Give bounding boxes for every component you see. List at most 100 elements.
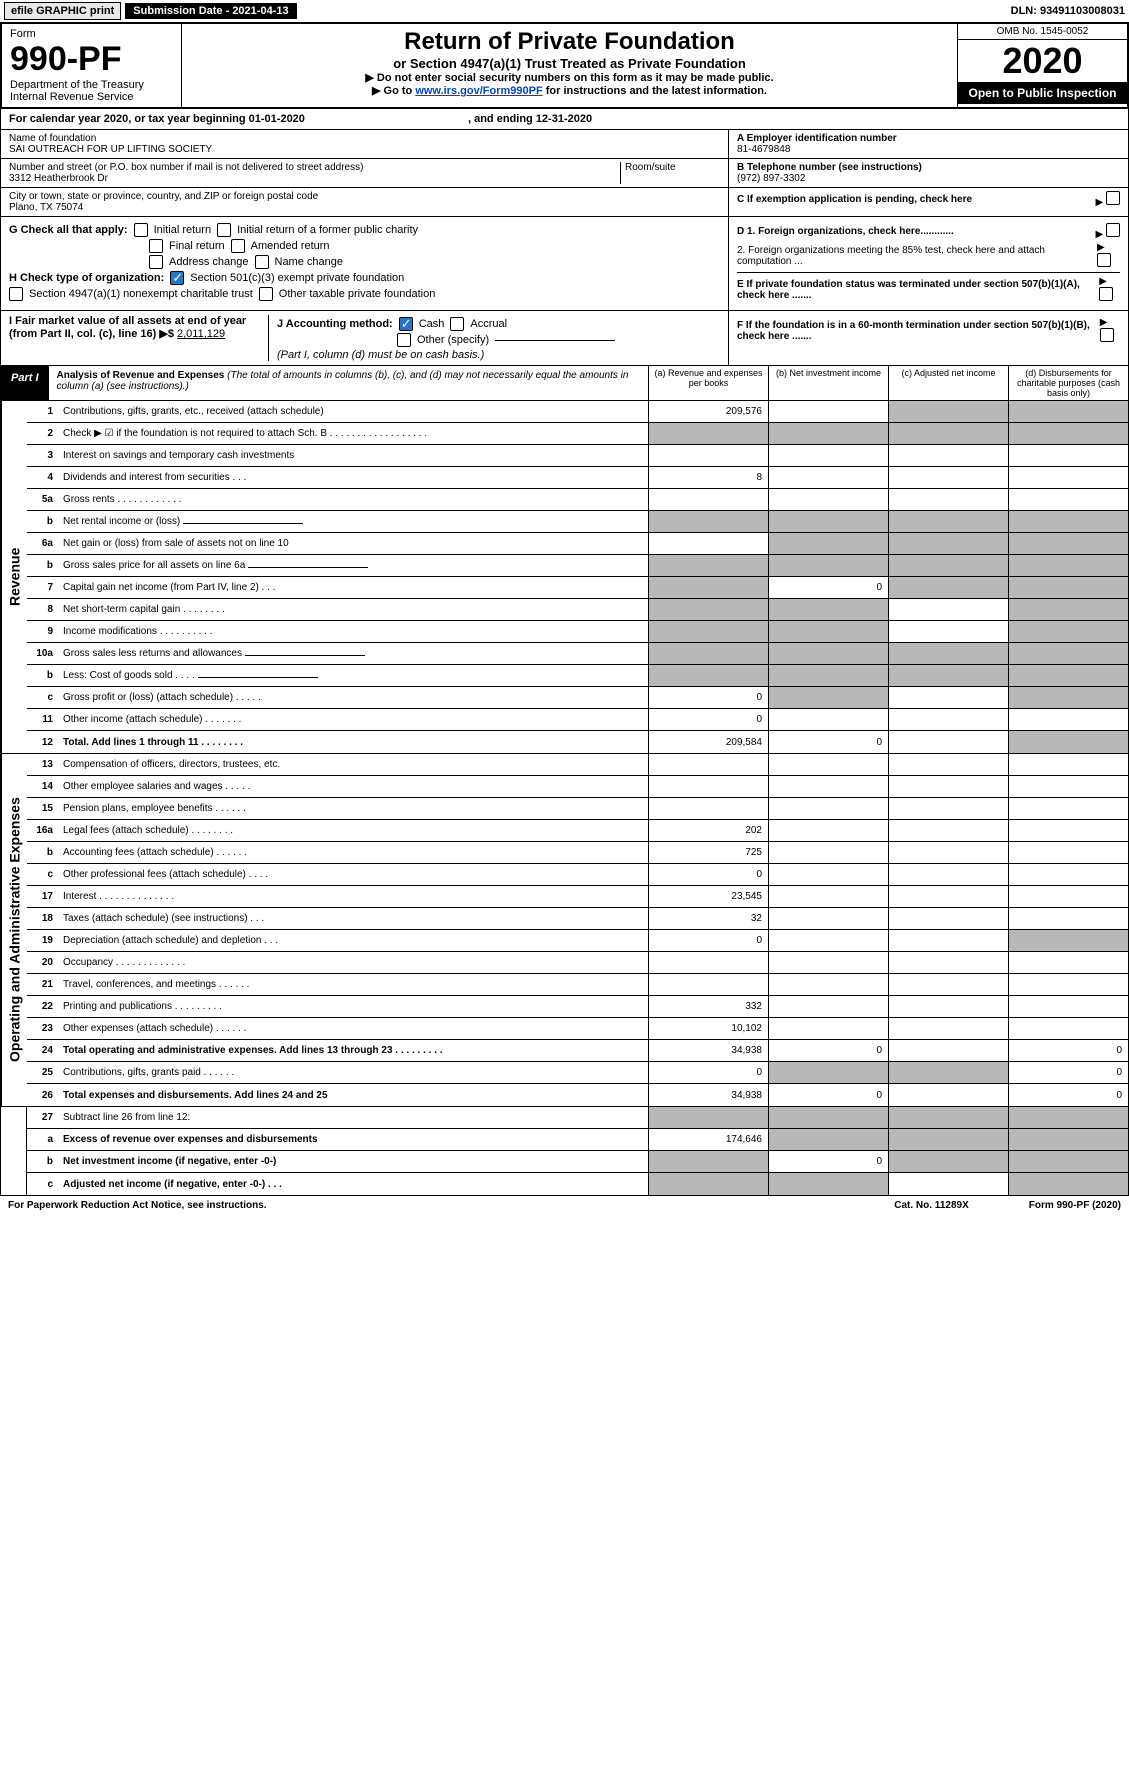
table-cell: 32 xyxy=(648,908,768,929)
4947a1-checkbox[interactable] xyxy=(9,287,23,301)
table-cell xyxy=(768,754,888,775)
table-row: 8Net short-term capital gain . . . . . .… xyxy=(27,599,1128,621)
table-cell: 202 xyxy=(648,820,768,841)
j-note: (Part I, column (d) must be on cash basi… xyxy=(277,349,720,361)
table-cell xyxy=(1008,1018,1128,1039)
table-cell xyxy=(1008,687,1128,708)
table-row: 21Travel, conferences, and meetings . . … xyxy=(27,974,1128,996)
row-number: b xyxy=(27,1156,59,1167)
row-description: Taxes (attach schedule) (see instruction… xyxy=(59,911,648,926)
table-row: 26Total expenses and disbursements. Add … xyxy=(27,1084,1128,1106)
table-row: 24Total operating and administrative exp… xyxy=(27,1040,1128,1062)
table-row: 20Occupancy . . . . . . . . . . . . . xyxy=(27,952,1128,974)
table-cell xyxy=(768,467,888,488)
table-row: 14Other employee salaries and wages . . … xyxy=(27,776,1128,798)
table-cell xyxy=(888,577,1008,598)
table-cell xyxy=(768,996,888,1017)
form-label: Form xyxy=(10,28,173,40)
row-number: 25 xyxy=(27,1067,59,1078)
table-cell xyxy=(888,599,1008,620)
form-note-1: ▶ Do not enter social security numbers o… xyxy=(186,71,953,84)
table-cell: 10,102 xyxy=(648,1018,768,1039)
address-change-checkbox[interactable] xyxy=(149,255,163,269)
table-row: cAdjusted net income (if negative, enter… xyxy=(27,1173,1128,1195)
table-cell xyxy=(648,1151,768,1172)
row-description: Depreciation (attach schedule) and deple… xyxy=(59,933,648,948)
row-number: 10a xyxy=(27,648,59,659)
omb-number: OMB No. 1545-0052 xyxy=(958,24,1127,40)
table-cell: 34,938 xyxy=(648,1040,768,1061)
table-row: 22Printing and publications . . . . . . … xyxy=(27,996,1128,1018)
table-cell: 0 xyxy=(768,1040,888,1061)
table-cell xyxy=(1008,798,1128,819)
table-cell xyxy=(1008,621,1128,642)
row-description: Printing and publications . . . . . . . … xyxy=(59,999,648,1014)
row-description: Dividends and interest from securities .… xyxy=(59,470,648,485)
row-description: Adjusted net income (if negative, enter … xyxy=(59,1177,648,1192)
table-cell xyxy=(1008,1107,1128,1128)
row-description: Other professional fees (attach schedule… xyxy=(59,867,648,882)
form-note-2: ▶ Go to www.irs.gov/Form990PF for instru… xyxy=(186,84,953,97)
row-description: Total operating and administrative expen… xyxy=(59,1043,648,1058)
table-row: bAccounting fees (attach schedule) . . .… xyxy=(27,842,1128,864)
table-cell xyxy=(768,555,888,576)
other-method-checkbox[interactable] xyxy=(397,333,411,347)
table-cell xyxy=(888,1151,1008,1172)
d2-checkbox[interactable] xyxy=(1097,253,1111,267)
table-cell xyxy=(1008,511,1128,532)
f-checkbox[interactable] xyxy=(1100,328,1114,342)
table-row: 3Interest on savings and temporary cash … xyxy=(27,445,1128,467)
name-change-checkbox[interactable] xyxy=(255,255,269,269)
exemption-pending-label: C If exemption application is pending, c… xyxy=(737,194,972,205)
row-description: Excess of revenue over expenses and disb… xyxy=(59,1132,648,1147)
initial-return-checkbox[interactable] xyxy=(134,223,148,237)
table-cell xyxy=(768,599,888,620)
table-cell xyxy=(768,820,888,841)
table-cell xyxy=(888,467,1008,488)
phone-label: B Telephone number (see instructions) xyxy=(737,162,1120,173)
efile-button[interactable]: efile GRAPHIC print xyxy=(4,2,121,20)
table-cell xyxy=(888,996,1008,1017)
e-checkbox[interactable] xyxy=(1099,287,1113,301)
row-number: b xyxy=(27,670,59,681)
final-return-checkbox[interactable] xyxy=(149,239,163,253)
opex-section-label: Operating and Administrative Expenses xyxy=(1,754,27,1106)
row-description: Income modifications . . . . . . . . . . xyxy=(59,624,648,639)
row-description: Occupancy . . . . . . . . . . . . . xyxy=(59,955,648,970)
table-cell xyxy=(768,930,888,951)
amended-return-checkbox[interactable] xyxy=(231,239,245,253)
cash-checkbox[interactable] xyxy=(399,317,413,331)
d2-label: 2. Foreign organizations meeting the 85%… xyxy=(737,245,1091,267)
501c3-checkbox[interactable] xyxy=(170,271,184,285)
table-cell: 0 xyxy=(648,930,768,951)
table-cell xyxy=(648,423,768,444)
row-number: 11 xyxy=(27,714,59,725)
table-cell xyxy=(648,665,768,686)
table-cell xyxy=(888,820,1008,841)
initial-return-former-checkbox[interactable] xyxy=(217,223,231,237)
accrual-checkbox[interactable] xyxy=(450,317,464,331)
other-taxable-checkbox[interactable] xyxy=(259,287,273,301)
d1-checkbox[interactable] xyxy=(1106,223,1120,237)
row-description: Contributions, gifts, grants paid . . . … xyxy=(59,1065,648,1080)
table-cell xyxy=(1008,665,1128,686)
table-cell: 0 xyxy=(648,1062,768,1083)
row-number: 26 xyxy=(27,1090,59,1101)
table-cell xyxy=(888,776,1008,797)
table-cell xyxy=(648,974,768,995)
table-cell: 174,646 xyxy=(648,1129,768,1150)
irs-link[interactable]: www.irs.gov/Form990PF xyxy=(415,85,542,97)
foundation-name-label: Name of foundation xyxy=(9,133,720,144)
row-description: Pension plans, employee benefits . . . .… xyxy=(59,801,648,816)
table-cell xyxy=(888,621,1008,642)
j-label: J Accounting method: xyxy=(277,318,393,330)
table-cell xyxy=(1008,930,1128,951)
row-number: b xyxy=(27,560,59,571)
table-cell xyxy=(648,1107,768,1128)
table-cell xyxy=(1008,489,1128,510)
row-description: Compensation of officers, directors, tru… xyxy=(59,757,648,772)
row-number: 8 xyxy=(27,604,59,615)
exemption-checkbox[interactable] xyxy=(1106,191,1120,205)
table-cell xyxy=(768,445,888,466)
table-row: bGross sales price for all assets on lin… xyxy=(27,555,1128,577)
